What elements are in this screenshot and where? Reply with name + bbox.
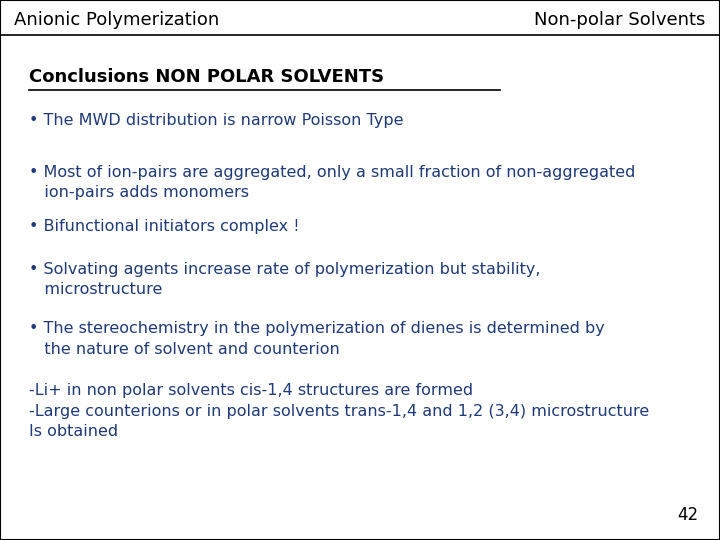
Text: • Solvating agents increase rate of polymerization but stability,
   microstruct: • Solvating agents increase rate of poly…	[29, 262, 540, 298]
Text: -Li+ in non polar solvents cis-1,4 structures are formed
-Large counterions or i: -Li+ in non polar solvents cis-1,4 struc…	[29, 383, 649, 439]
Text: • The MWD distribution is narrow Poisson Type: • The MWD distribution is narrow Poisson…	[29, 113, 403, 129]
Text: Non-polar Solvents: Non-polar Solvents	[534, 11, 706, 29]
Text: 42: 42	[678, 506, 698, 524]
Text: • Most of ion-pairs are aggregated, only a small fraction of non-aggregated
   i: • Most of ion-pairs are aggregated, only…	[29, 165, 635, 200]
Text: Conclusions NON POLAR SOLVENTS: Conclusions NON POLAR SOLVENTS	[29, 68, 384, 85]
Text: • Bifunctional initiators complex !: • Bifunctional initiators complex !	[29, 219, 300, 234]
Text: • The stereochemistry in the polymerization of dienes is determined by
   the na: • The stereochemistry in the polymerizat…	[29, 321, 605, 357]
Text: Anionic Polymerization: Anionic Polymerization	[14, 11, 220, 29]
